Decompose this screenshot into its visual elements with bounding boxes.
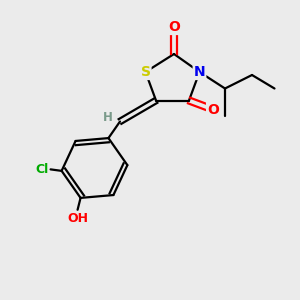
Text: S: S xyxy=(140,65,151,79)
Text: O: O xyxy=(168,20,180,34)
Text: Cl: Cl xyxy=(35,163,48,176)
Text: N: N xyxy=(194,65,205,79)
Text: H: H xyxy=(103,111,112,124)
Text: O: O xyxy=(207,103,219,116)
Text: OH: OH xyxy=(67,212,88,225)
